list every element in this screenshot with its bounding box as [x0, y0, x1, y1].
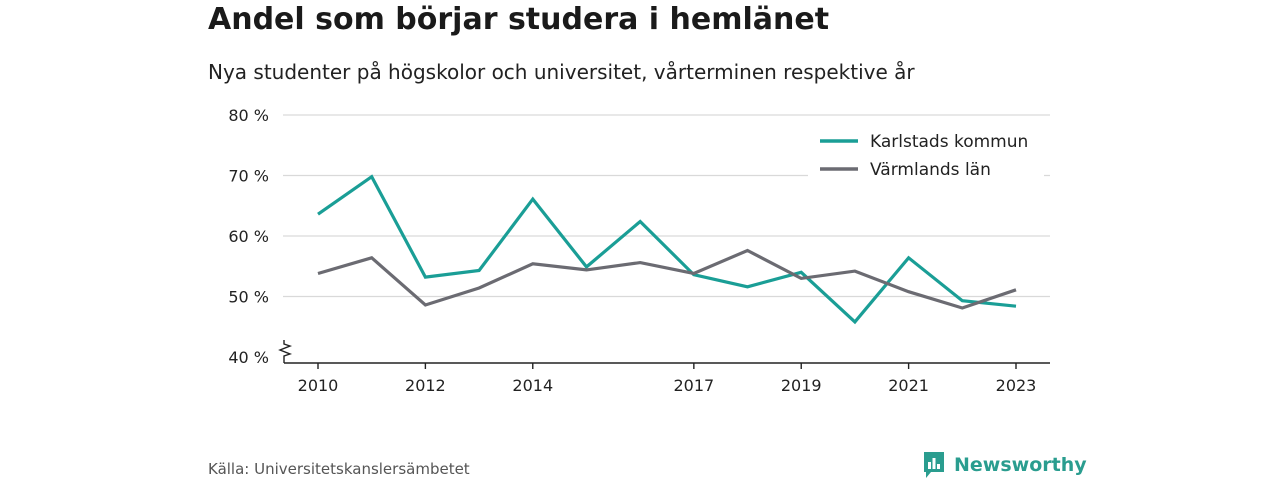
- y-tick-label: 50 %: [228, 288, 269, 307]
- y-tick-label: 70 %: [228, 167, 269, 186]
- series-line: [317, 174, 1017, 325]
- newsworthy-brand[interactable]: Newsworthy: [922, 450, 1087, 480]
- newsworthy-logo-icon: [924, 452, 944, 478]
- x-tick-label: 2023: [996, 376, 1037, 395]
- x-tick-label: 2012: [405, 376, 446, 395]
- legend: Karlstads kommun Värmlands län: [808, 128, 1044, 186]
- x-tick-label: 2017: [673, 376, 714, 395]
- y-tick-label: 80 %: [228, 106, 269, 125]
- axis-break-icon: [278, 340, 293, 363]
- series-lines: [317, 174, 1017, 325]
- chart-title: Andel som börjar studera i hemlänet: [208, 2, 830, 37]
- y-tick-label: 60 %: [228, 227, 269, 246]
- x-tick-label: 2019: [781, 376, 822, 395]
- chart-subtitle: Nya studenter på högskolor och universit…: [208, 60, 915, 84]
- y-axis-ticks: 40 % 50 % 60 % 70 % 80 %: [228, 106, 269, 367]
- legend-label: Karlstads kommun: [870, 132, 1028, 152]
- series-line: [317, 248, 1017, 310]
- y-tick-label: 40 %: [228, 348, 269, 367]
- line-chart: 40 %50 %60 %70 %80 % 2010 2012 2014 2017 201…: [228, 106, 1050, 395]
- legend-label: Värmlands län: [870, 160, 991, 180]
- x-axis: 2010 2012 2014 2017 2019 2021 2023: [278, 340, 1050, 395]
- brand-name: Newsworthy: [954, 454, 1087, 476]
- legend-background: [808, 128, 1044, 186]
- source-note: Källa: Universitetskanslersämbetet: [208, 460, 470, 478]
- x-tick-label: 2010: [298, 376, 339, 395]
- x-tick-label: 2021: [888, 376, 929, 395]
- x-tick-label: 2014: [512, 376, 553, 395]
